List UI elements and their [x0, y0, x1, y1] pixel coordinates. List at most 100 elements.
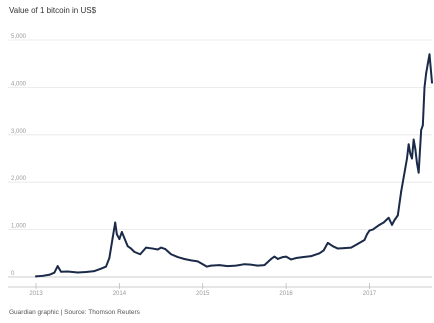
y-tick-label: 2,000: [11, 176, 27, 182]
data-point: [145, 246, 147, 249]
data-point: [425, 72, 428, 75]
chart-title: Value of 1 bitcoin in US$: [9, 6, 97, 15]
data-point: [417, 171, 420, 174]
data-point: [366, 233, 368, 236]
data-point: [226, 265, 229, 267]
data-point: [126, 245, 129, 248]
data-point: [250, 263, 252, 266]
data-point: [393, 219, 396, 222]
data-point: [183, 258, 186, 260]
data-point: [151, 247, 154, 250]
data-point: [416, 162, 418, 165]
y-tick-label: 4,000: [11, 81, 27, 87]
data-point: [56, 265, 59, 267]
data-point: [423, 86, 426, 89]
data-point: [414, 148, 417, 150]
y-tick-label: 3,000: [11, 129, 27, 135]
data-point: [428, 53, 431, 56]
data-point: [170, 253, 172, 256]
data-point: [322, 249, 325, 252]
data-point: [356, 242, 359, 245]
data-point: [285, 255, 288, 258]
y-tick-label: 5,000: [11, 34, 27, 40]
data-point: [60, 270, 62, 273]
data-point: [118, 238, 121, 240]
data-point: [176, 256, 179, 258]
data-point: [218, 264, 221, 267]
data-point: [310, 255, 313, 258]
y-axis-ticks: 0 1,000 2,000 3,000 4,000 5,000: [11, 34, 27, 277]
data-point: [210, 264, 212, 267]
x-tick-label: 2017: [363, 291, 377, 297]
data-point: [139, 253, 142, 256]
data-point: [201, 263, 204, 266]
data-point: [100, 267, 102, 270]
data-point: [48, 273, 51, 276]
data-point: [190, 259, 192, 262]
data-point: [409, 152, 412, 155]
data-point: [130, 247, 132, 250]
data-point: [196, 260, 199, 263]
data-point: [66, 270, 69, 273]
data-point: [235, 264, 237, 267]
data-point: [412, 138, 415, 141]
data-point: [114, 221, 117, 224]
data-point: [156, 248, 159, 251]
data-point: [407, 143, 410, 146]
data-point: [426, 62, 429, 65]
data-point: [273, 255, 276, 258]
data-point: [350, 246, 353, 249]
x-tick-label: 2013: [29, 291, 43, 297]
data-point: [363, 239, 366, 241]
data-point: [403, 171, 406, 174]
data-point: [206, 265, 208, 268]
data-point: [123, 237, 126, 240]
data-point: [120, 231, 123, 233]
x-tick-label: 2014: [113, 291, 127, 297]
data-point: [301, 256, 304, 258]
data-point: [378, 223, 381, 226]
data-point: [391, 223, 393, 226]
data-point: [331, 245, 334, 248]
data-point: [164, 248, 167, 250]
data-point: [108, 257, 111, 259]
data-point: [41, 274, 44, 277]
data-point: [343, 247, 346, 249]
data-point: [411, 157, 413, 160]
data-point: [318, 252, 321, 255]
data-point: [115, 233, 118, 236]
x-tick-label: 2016: [279, 291, 293, 297]
data-point: [93, 270, 96, 272]
data-point: [53, 271, 56, 274]
data-point: [256, 264, 259, 267]
data-point: [382, 221, 385, 224]
data-point: [133, 250, 136, 253]
data-point: [105, 265, 107, 268]
data-point: [290, 258, 293, 261]
x-axis-ticks: 2013 2014 2015 2016 2017: [29, 283, 377, 297]
series-layer: [35, 53, 433, 278]
data-point: [263, 264, 266, 267]
data-point: [420, 129, 423, 131]
y-tick-label: 1,000: [11, 224, 27, 230]
data-point: [295, 257, 298, 259]
data-point: [396, 214, 399, 217]
data-point: [421, 124, 424, 127]
x-tick-label: 2015: [196, 291, 210, 297]
data-point: [387, 216, 390, 219]
data-point: [281, 256, 284, 258]
data-point: [326, 241, 329, 244]
data-point: [85, 271, 87, 273]
data-point: [276, 258, 279, 260]
data-point: [76, 271, 79, 274]
data-point: [368, 229, 371, 232]
data-point: [431, 81, 433, 84]
data-point: [375, 226, 378, 229]
data-point: [270, 258, 272, 260]
grid-lines: [8, 39, 432, 288]
data-point: [111, 236, 114, 239]
data-point: [385, 219, 388, 222]
y-tick-label: 0: [11, 271, 15, 277]
data-point: [400, 190, 403, 193]
